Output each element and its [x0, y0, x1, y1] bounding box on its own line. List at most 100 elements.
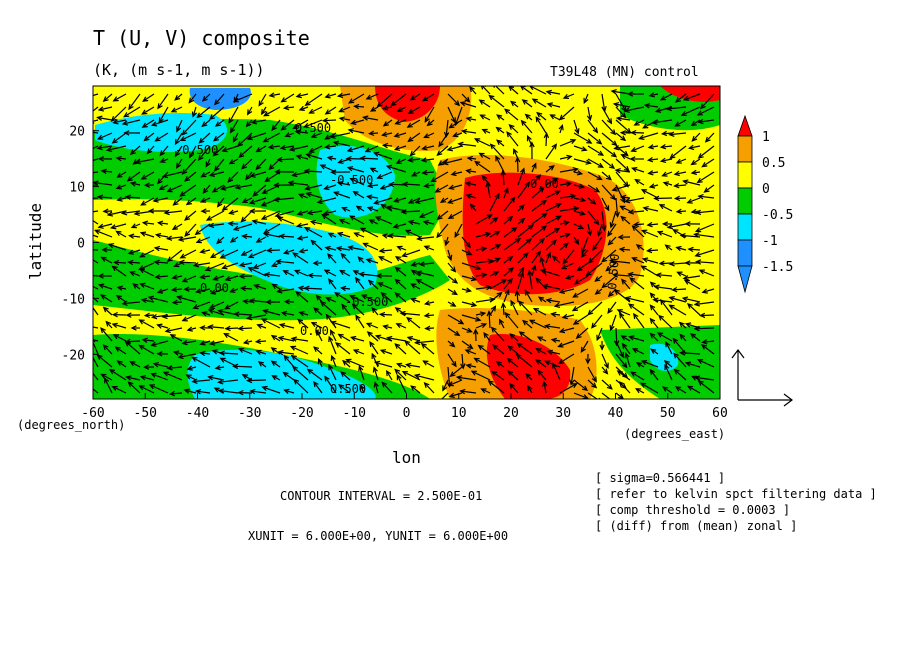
wind-vector-head: [454, 330, 461, 337]
wind-vector-head: [352, 191, 359, 197]
wind-vector-head: [574, 128, 580, 135]
wind-vector-head: [678, 321, 685, 328]
wind-vector: [636, 244, 645, 251]
wind-vector-head: [296, 235, 303, 241]
wind-vector: [201, 119, 211, 127]
wind-vector: [379, 249, 393, 252]
wind-vector: [691, 132, 701, 142]
wind-vector: [576, 327, 589, 339]
wind-vector: [449, 184, 463, 189]
wind-vector: [214, 93, 225, 105]
wind-vector-head: [184, 215, 191, 221]
wind-vector-head: [81, 211, 86, 215]
wind-vector: [601, 392, 611, 399]
wind-vector: [538, 296, 547, 303]
wind-vector-head: [124, 340, 131, 347]
wind-vector: [397, 106, 407, 112]
wind-vector-head: [540, 225, 548, 231]
wind-vector-head: [466, 327, 473, 333]
wind-vector-head: [194, 229, 201, 236]
wind-vector-head: [130, 325, 137, 331]
wind-vector-head: [666, 224, 674, 230]
wind-vector: [496, 127, 505, 134]
wind-vector-head: [504, 288, 510, 296]
wind-vector: [573, 392, 588, 399]
wind-vector: [242, 197, 253, 203]
wind-vector-head: [401, 181, 409, 188]
wind-vector: [591, 314, 603, 329]
wind-vector-head: [282, 104, 290, 111]
wind-vector: [282, 312, 295, 316]
wind-vector-head: [157, 103, 163, 110]
wind-vector: [516, 354, 533, 368]
wind-vector-head: [539, 268, 547, 274]
wind-vector: [587, 106, 591, 121]
wind-vector-head: [560, 264, 568, 270]
wind-vector: [153, 197, 169, 202]
wind-vector: [466, 194, 477, 199]
wind-vector-head: [507, 255, 514, 262]
wind-vector-head: [690, 169, 697, 176]
wind-vector: [247, 379, 267, 382]
wind-vector-head: [618, 312, 625, 319]
wind-vector-head: [100, 256, 107, 262]
wind-vector-head: [469, 203, 476, 210]
wind-vector-head: [545, 297, 552, 304]
wind-vector: [180, 249, 197, 259]
wind-vector: [510, 101, 519, 108]
wind-vector: [363, 242, 379, 251]
wind-vector: [209, 106, 225, 120]
wind-vector-head: [585, 159, 592, 165]
wind-vector-head: [423, 312, 430, 319]
wind-vector: [383, 144, 393, 147]
wind-vector: [611, 90, 631, 95]
wind-vector-head: [128, 233, 135, 239]
wind-vector-head: [240, 250, 247, 256]
wind-vector: [419, 210, 435, 218]
wind-vector-head: [278, 233, 285, 240]
x-tick-label: 40: [608, 406, 624, 421]
wind-vector-head: [624, 296, 632, 302]
wind-vector: [588, 249, 603, 264]
wind-vector: [478, 345, 491, 355]
wind-vector-head: [265, 299, 272, 305]
wind-vector-head: [422, 360, 429, 366]
note-line: [ refer to kelvin spct filtering data ]: [595, 487, 877, 501]
wind-vector-head: [496, 139, 503, 146]
wind-vector-head: [386, 369, 392, 377]
wind-vector: [601, 353, 609, 368]
wind-vector-head: [621, 362, 628, 369]
cyan-patch-southeast: [650, 343, 679, 372]
wind-vector-head: [219, 185, 227, 191]
wind-vector-head: [495, 155, 501, 162]
wind-vector: [466, 364, 477, 368]
wind-vector-head: [604, 205, 610, 212]
wind-vector-head: [111, 386, 118, 391]
wind-vector-head: [583, 97, 589, 105]
contour-label: 0.00: [530, 177, 559, 191]
wind-vector-head: [381, 131, 388, 137]
wind-vector: [325, 93, 337, 98]
wind-vector: [565, 275, 575, 279]
wind-vector: [229, 210, 239, 214]
wind-vector: [615, 132, 626, 141]
wind-vector-head: [686, 385, 694, 391]
wind-vector: [621, 154, 631, 160]
wind-vector: [483, 332, 491, 342]
wind-vector: [276, 260, 295, 264]
wind-vector: [339, 270, 351, 277]
wind-vector: [374, 382, 379, 394]
wind-vector-head: [687, 246, 694, 253]
wind-vector-head: [526, 134, 532, 142]
wind-vector: [558, 340, 575, 348]
wind-vector-head: [580, 346, 586, 353]
wind-vector-head: [674, 386, 682, 392]
wind-vector: [157, 288, 169, 294]
wind-vector: [305, 184, 323, 190]
wind-vector-head: [349, 335, 357, 342]
wind-vector-head: [401, 252, 408, 258]
wind-vector-head: [385, 164, 393, 171]
wind-vector-head: [247, 267, 254, 272]
wind-vector-head: [270, 261, 278, 267]
wind-vector: [122, 210, 141, 214]
